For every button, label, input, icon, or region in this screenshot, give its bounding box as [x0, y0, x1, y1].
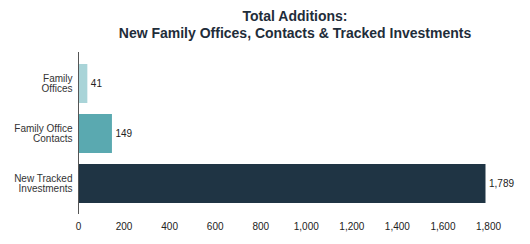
svg-text:Family OfficeContacts: Family OfficeContacts: [14, 123, 73, 144]
html-text:Total Additions:: Total Additions:: [242, 8, 348, 24]
svg-text:1,000: 1,000: [294, 221, 319, 232]
svg-text:41: 41: [91, 78, 103, 89]
svg-text:New TrackedInvestments: New TrackedInvestments: [14, 173, 72, 194]
svg-text:1,400: 1,400: [385, 221, 410, 232]
svg-text:149: 149: [115, 128, 132, 139]
svg-text:1,800: 1,800: [476, 221, 501, 232]
svg-text:FamilyOffices: FamilyOffices: [42, 73, 73, 94]
svg-text:800: 800: [252, 221, 269, 232]
svg-text:600: 600: [207, 221, 224, 232]
svg-text:400: 400: [161, 221, 178, 232]
html-text:New Family Offices, Contacts &: New Family Offices, Contacts & Tracked I…: [118, 25, 472, 41]
svg-text:200: 200: [116, 221, 133, 232]
svg-text:0: 0: [76, 221, 82, 232]
svg-text:1,789: 1,789: [489, 178, 514, 189]
svg-text:1,600: 1,600: [430, 221, 455, 232]
svg-text:1,200: 1,200: [339, 221, 364, 232]
